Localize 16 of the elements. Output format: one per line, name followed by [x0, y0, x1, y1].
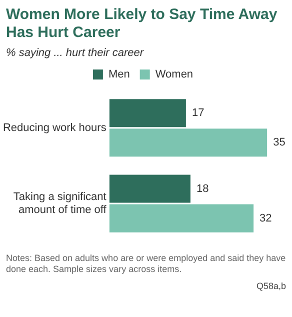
legend-label: Men: [108, 68, 130, 81]
y-tick-label: Taking a significant amount of time off: [13, 190, 108, 216]
data-label: 35: [273, 136, 286, 149]
text: Notes: Based on adults who are or were employed and said they have done each. Sample sizes vary across items.: [6, 253, 286, 275]
chart-title: Women More Likely to Say Time Away Has Hurt Career: [6, 6, 278, 42]
data-label: 17: [192, 107, 204, 120]
data-label: 18: [196, 182, 209, 195]
bar: [109, 128, 268, 157]
text: Q58a,b: [255, 281, 286, 291]
y-tick-label: Reducing work hours: [2, 122, 107, 134]
bar: [109, 99, 186, 128]
bar: [109, 204, 254, 232]
legend-label: Women: [155, 68, 194, 81]
chart-subtitle: % saying ... hurt their career: [6, 47, 145, 59]
bar: [109, 174, 190, 203]
data-label: 32: [260, 212, 272, 224]
